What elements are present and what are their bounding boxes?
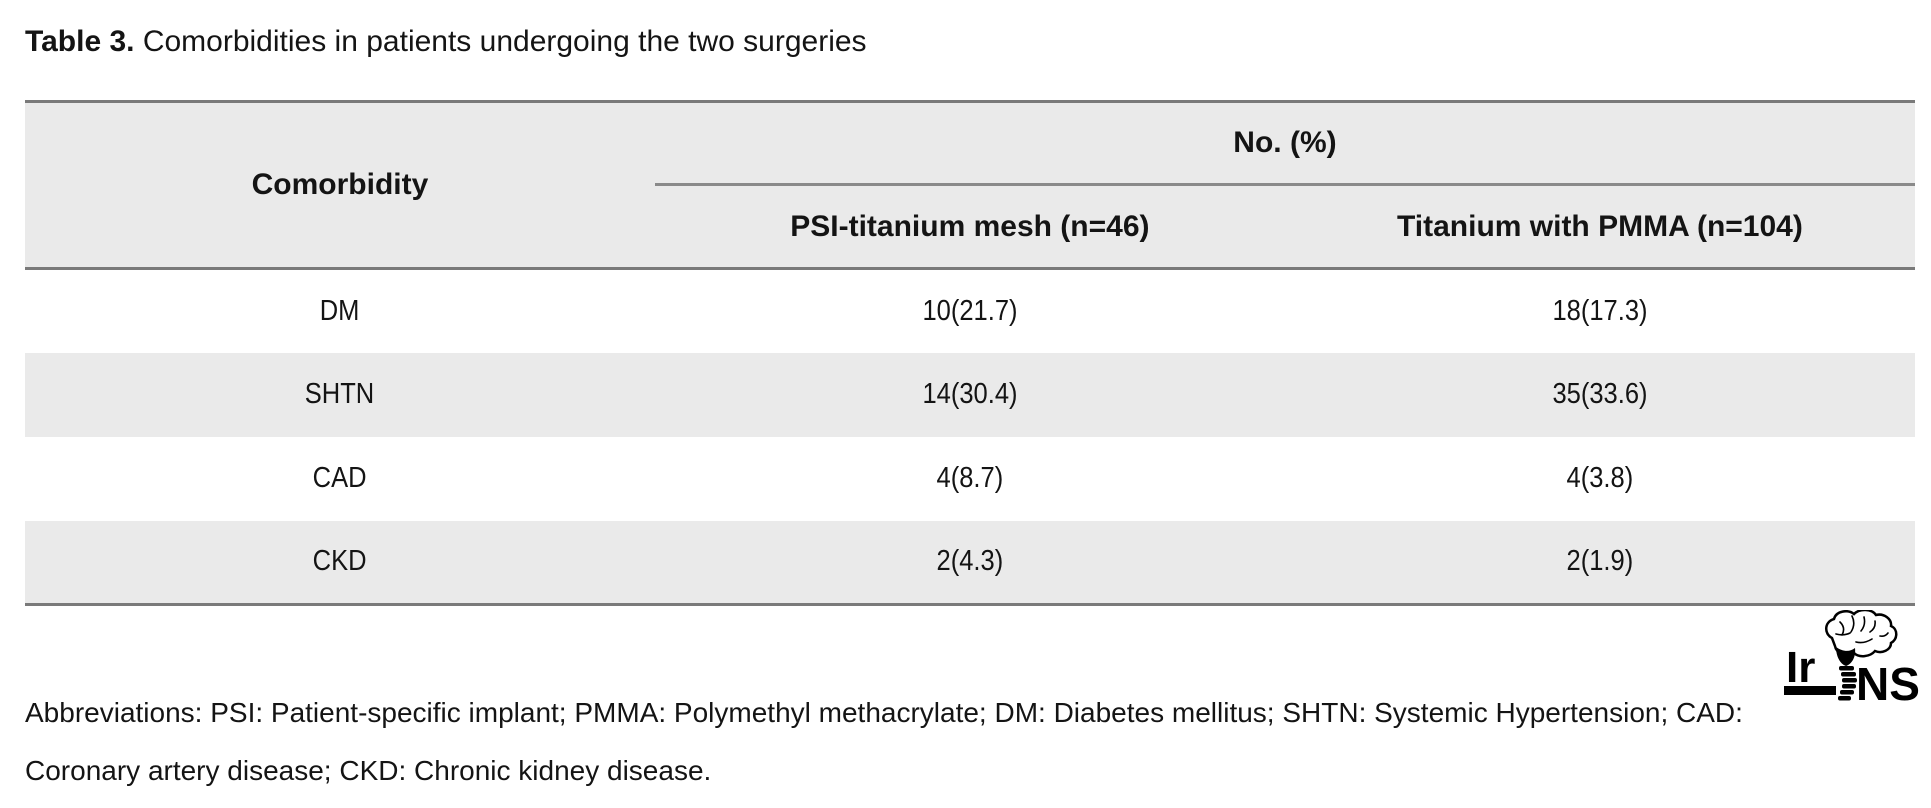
header-psi-titanium-mesh: PSI-titanium mesh (n=46) xyxy=(654,184,1285,270)
brainstem-icon xyxy=(1836,647,1856,666)
cell-psi: 10(21.7) xyxy=(922,294,1018,327)
table-body: DM 10(21.7) 18(17.3) SHTN 14(30.4) 35(33… xyxy=(25,268,1915,606)
column-header-row: PSI-titanium mesh (n=46) Titanium with P… xyxy=(25,184,1915,270)
row-label: DM xyxy=(320,294,360,327)
cell-pmma: 4(3.8) xyxy=(1566,462,1634,494)
cell-psi: 2(4.3) xyxy=(654,520,1285,606)
table-header: Comorbidity No. (%) PSI-titanium mesh (n… xyxy=(25,101,1915,270)
logo-text-ir: Ir xyxy=(1786,643,1815,692)
cell-psi: 4(8.7) xyxy=(936,462,1004,494)
cell-psi: 14(30.4) xyxy=(922,378,1018,410)
table-row-dm: DM 10(21.7) 18(17.3) xyxy=(25,268,1915,353)
cell-pmma: 2(1.9) xyxy=(1284,520,1915,606)
footnote-line-1: Abbreviations: PSI: Patient-specific imp… xyxy=(25,697,1743,728)
abbreviations-footnote: Abbreviations: PSI: Patient-specific imp… xyxy=(25,684,1743,800)
logo-baseline-bar xyxy=(1784,686,1836,695)
brain-icon xyxy=(1825,610,1898,658)
table-caption: Table 3. Comorbidities in patients under… xyxy=(25,24,867,60)
footnote-line-2: Coronary artery disease; CKD: Chronic ki… xyxy=(25,755,712,786)
cell-pmma: 35(33.6) xyxy=(1552,378,1648,410)
spine-icon xyxy=(1838,666,1857,701)
comorbidity-table: Comorbidity No. (%) PSI-titanium mesh (n… xyxy=(25,100,1915,606)
table-row-ckd: CKD 2(4.3) 2(1.9) xyxy=(25,520,1915,606)
logo-text-ns: NS xyxy=(1856,658,1920,702)
table-row-cad: CAD 4(8.7) 4(3.8) xyxy=(25,436,1915,521)
table-caption-text: Comorbidities in patients undergoing the… xyxy=(134,25,867,58)
table-caption-number: Table 3. xyxy=(25,25,135,58)
header-comorbidity: Comorbidity xyxy=(25,101,655,270)
row-label: CAD xyxy=(313,462,367,494)
cell-pmma: 18(17.3) xyxy=(1552,294,1648,327)
table-row-shtn: SHTN 14(30.4) 35(33.6) xyxy=(25,352,1915,437)
row-label: SHTN xyxy=(305,378,375,410)
header-titanium-pmma: Titanium with PMMA (n=104) xyxy=(1284,184,1915,270)
group-header-row: Comorbidity No. (%) xyxy=(25,101,1915,270)
header-no-percent: No. (%) xyxy=(654,101,1915,186)
row-label: CKD xyxy=(25,520,655,606)
irns-journal-logo: Ir NS xyxy=(1784,610,1920,702)
